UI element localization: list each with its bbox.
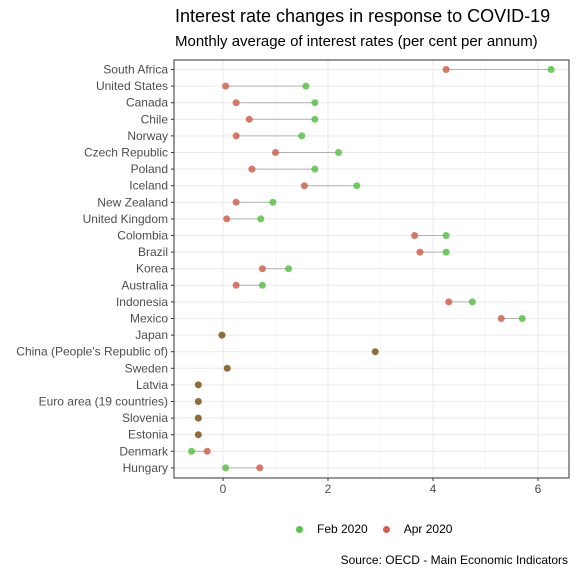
point-overlap xyxy=(194,431,202,439)
x-tick-label: 6 xyxy=(535,482,542,496)
point-feb xyxy=(311,99,319,107)
x-tick-label: 2 xyxy=(325,482,332,496)
y-tick-label: Japan xyxy=(135,328,168,342)
y-tick-label: Brazil xyxy=(138,245,168,259)
y-tick-label: Indonesia xyxy=(116,295,168,309)
legend-label-feb: Feb 2020 xyxy=(317,522,368,536)
y-tick-label: Estonia xyxy=(128,428,168,442)
point-overlap xyxy=(223,364,231,372)
legend-item-feb: Feb 2020 xyxy=(296,522,368,536)
y-tick-label: New Zealand xyxy=(97,195,168,209)
point-feb xyxy=(353,182,361,190)
point-apr xyxy=(232,198,240,206)
point-feb xyxy=(222,464,230,472)
point-feb xyxy=(468,298,476,306)
point-apr xyxy=(442,66,450,73)
point-feb xyxy=(335,149,342,156)
point-feb xyxy=(442,248,450,256)
point-feb xyxy=(257,215,265,223)
y-tick-label: Colombia xyxy=(117,229,168,243)
x-tick-label: 0 xyxy=(220,482,227,496)
point-feb xyxy=(298,132,306,140)
point-apr xyxy=(300,182,308,190)
y-tick-label: Poland xyxy=(131,162,168,176)
point-apr xyxy=(411,232,419,239)
y-tick-label: Euro area (19 countries) xyxy=(39,395,168,409)
legend: Feb 2020 Apr 2020 xyxy=(296,522,467,536)
y-tick-label: United States xyxy=(96,79,168,93)
point-apr xyxy=(223,215,231,223)
point-feb xyxy=(518,315,526,322)
y-tick-label: Iceland xyxy=(129,179,168,193)
point-apr xyxy=(222,82,230,90)
legend-dot-apr xyxy=(382,525,390,533)
point-apr xyxy=(445,298,453,306)
point-overlap xyxy=(194,381,202,389)
y-tick-label: China (People's Republic of) xyxy=(16,345,168,359)
point-apr xyxy=(232,281,240,289)
legend-label-apr: Apr 2020 xyxy=(403,522,453,536)
y-tick-label: Norway xyxy=(127,129,168,143)
y-tick-label: Latvia xyxy=(136,378,168,392)
point-apr xyxy=(497,315,505,322)
point-apr xyxy=(248,165,256,173)
point-feb xyxy=(442,232,450,239)
x-tick-label: 4 xyxy=(430,482,437,496)
y-tick-label: Denmark xyxy=(119,444,169,458)
y-tick-label: Korea xyxy=(136,262,168,276)
point-overlap xyxy=(371,348,379,356)
point-feb xyxy=(269,198,277,206)
point-apr xyxy=(232,132,240,140)
y-tick-label: Australia xyxy=(121,278,168,292)
point-feb xyxy=(311,115,319,123)
y-tick-label: Chile xyxy=(141,112,169,126)
point-apr xyxy=(258,265,266,273)
y-tick-label: United Kingdom xyxy=(83,212,168,226)
point-apr xyxy=(272,149,279,156)
point-overlap xyxy=(194,414,202,422)
point-feb xyxy=(302,82,310,90)
point-apr xyxy=(256,464,264,472)
point-apr xyxy=(203,447,211,455)
point-feb xyxy=(285,265,293,273)
point-feb xyxy=(258,281,266,289)
chart-subtitle: Monthly average of interest rates (per c… xyxy=(175,33,538,50)
point-overlap xyxy=(218,331,226,339)
point-apr xyxy=(232,99,240,107)
point-feb xyxy=(311,165,319,173)
y-tick-label: Canada xyxy=(126,96,168,110)
point-feb xyxy=(547,66,555,73)
y-tick-label: Czech Republic xyxy=(84,146,168,160)
y-tick-label: Slovenia xyxy=(122,411,168,425)
y-tick-label: Sweden xyxy=(125,361,168,375)
point-apr xyxy=(245,115,253,123)
point-apr xyxy=(416,248,424,256)
y-tick-label: Hungary xyxy=(123,461,168,475)
legend-item-apr: Apr 2020 xyxy=(382,522,453,536)
y-tick-label: Mexico xyxy=(130,312,168,326)
legend-dot-feb xyxy=(296,525,303,533)
point-feb xyxy=(188,447,195,455)
point-overlap xyxy=(194,398,202,405)
chart-caption: Source: OECD - Main Economic Indicators xyxy=(340,553,568,567)
chart-title: Interest rate changes in response to COV… xyxy=(175,6,551,26)
y-tick-label: South Africa xyxy=(103,63,168,77)
